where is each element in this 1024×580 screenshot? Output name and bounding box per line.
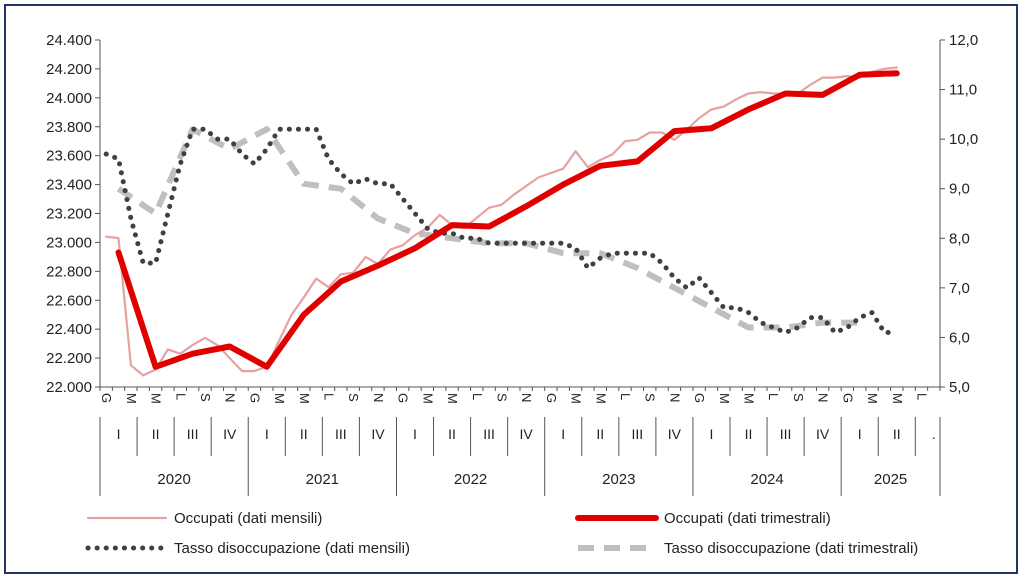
x-month-label: M bbox=[569, 393, 584, 404]
y-left-tick-label: 22.200 bbox=[46, 350, 92, 367]
x-quarter-label: III bbox=[483, 426, 495, 442]
x-month-label: G bbox=[544, 393, 559, 403]
x-quarter-label: IV bbox=[520, 426, 534, 442]
y-left-tick-label: 23.400 bbox=[46, 177, 92, 194]
legend-label-1: Occupati (dati trimestrali) bbox=[664, 510, 831, 527]
x-quarter-label: II bbox=[893, 426, 901, 442]
x-month-label: L bbox=[470, 393, 485, 400]
x-month-label: S bbox=[198, 393, 213, 402]
x-quarter-label: IV bbox=[371, 426, 385, 442]
x-month-label: S bbox=[346, 393, 361, 402]
axes-layer: 22.000 22.200 22.400 22.600 22.800 23.000 23.2… bbox=[46, 32, 978, 396]
x-quarter-label: IV bbox=[816, 426, 830, 442]
x-quarter-label: II bbox=[596, 426, 604, 442]
legend-label-2: Tasso disoccupazione (dati mensili) bbox=[174, 540, 410, 557]
y-left-tick-label: 23.000 bbox=[46, 234, 92, 251]
y-right-tick-label: 8,0 bbox=[949, 230, 970, 247]
x-quarter-label: I bbox=[710, 426, 714, 442]
x-quarter-label: III bbox=[632, 426, 644, 442]
x-month-label: M bbox=[297, 393, 312, 404]
x-month-label: S bbox=[643, 393, 658, 402]
x-month-label: G bbox=[840, 393, 855, 403]
y-left-tick-label: 22.400 bbox=[46, 321, 92, 338]
y-left-tick-label: 23.800 bbox=[46, 119, 92, 136]
x-quarter-label: I bbox=[117, 426, 121, 442]
legend-label-3: Tasso disoccupazione (dati trimestrali) bbox=[664, 540, 918, 557]
y-left-tick-label: 24.000 bbox=[46, 90, 92, 107]
x-month-label: M bbox=[445, 393, 460, 404]
x-month-label: M bbox=[593, 393, 608, 404]
x-month-label: L bbox=[766, 393, 781, 400]
series-line-0 bbox=[105, 66, 898, 377]
x-year-label: 2021 bbox=[306, 471, 339, 488]
x-month-label: M bbox=[272, 393, 287, 404]
x-quarter-label: III bbox=[187, 426, 199, 442]
x-quarter-label: IV bbox=[223, 426, 237, 442]
x-month-label: M bbox=[149, 393, 164, 404]
x-month-label: M bbox=[742, 393, 757, 404]
series-line-2 bbox=[103, 126, 900, 335]
x-month-label: G bbox=[396, 393, 411, 403]
series-layer bbox=[103, 66, 900, 377]
x-month-label: N bbox=[667, 393, 682, 402]
x-month-label: M bbox=[420, 393, 435, 404]
x-quarter-label: I bbox=[413, 426, 417, 442]
x-quarter-label: II bbox=[745, 426, 753, 442]
y-right-tick-label: 12,0 bbox=[949, 32, 978, 49]
x-month-label: L bbox=[914, 393, 929, 400]
y-right-tick-label: 6,0 bbox=[949, 329, 970, 346]
x-quarter-label: IV bbox=[668, 426, 682, 442]
x-month-label: L bbox=[322, 393, 337, 400]
y-left-tick-label: 23.600 bbox=[46, 148, 92, 165]
y-right-tick-label: 11,0 bbox=[949, 82, 977, 99]
series-line-3 bbox=[116, 126, 860, 331]
x-year-label: 2025 bbox=[874, 471, 907, 488]
x-month-label: N bbox=[223, 393, 238, 402]
x-month-label: N bbox=[371, 393, 386, 402]
x-quarter-label: I bbox=[265, 426, 269, 442]
y-left-tick-label: 24.400 bbox=[46, 32, 92, 49]
x-month-label: S bbox=[494, 393, 509, 402]
y-left-tick-label: 22.800 bbox=[46, 263, 92, 280]
x-year-label: 2020 bbox=[157, 471, 190, 488]
x-quarter-label: I bbox=[858, 426, 862, 442]
x-month-label: G bbox=[692, 393, 707, 403]
x-year-label: 2024 bbox=[750, 471, 783, 488]
y-right-tick-label: 7,0 bbox=[949, 280, 970, 297]
y-left-tick-label: 22.000 bbox=[46, 379, 92, 396]
x-month-label: N bbox=[816, 393, 831, 402]
y-left-tick-label: 24.200 bbox=[46, 61, 92, 78]
x-quarter-label: II bbox=[448, 426, 456, 442]
x-axis-layer: G M M L S N G M M L S N G M M L S N G M M L S N G M M L S N G M M LI II III… bbox=[99, 387, 941, 496]
x-month-label: M bbox=[865, 393, 880, 404]
x-quarter-label: III bbox=[335, 426, 347, 442]
x-year-label: 2023 bbox=[602, 471, 635, 488]
x-year-label: 2022 bbox=[454, 471, 487, 488]
legend: Occupati (dati mensili) Occupati (dati tr… bbox=[85, 510, 918, 557]
x-quarter-label: II bbox=[300, 426, 308, 442]
x-month-label: M bbox=[890, 393, 905, 404]
x-quarter-label: . bbox=[932, 426, 936, 442]
y-right-tick-label: 10,0 bbox=[949, 131, 978, 148]
y-left-tick-label: 22.600 bbox=[46, 292, 92, 309]
x-quarter-label: II bbox=[152, 426, 160, 442]
x-quarter-label: I bbox=[561, 426, 565, 442]
legend-label-0: Occupati (dati mensili) bbox=[174, 510, 322, 527]
x-month-label: L bbox=[173, 393, 188, 400]
x-month-label: N bbox=[519, 393, 534, 402]
x-month-label: L bbox=[618, 393, 633, 400]
x-month-label: S bbox=[791, 393, 806, 402]
x-quarter-label: III bbox=[780, 426, 792, 442]
x-month-label: G bbox=[99, 393, 114, 403]
x-month-label: M bbox=[717, 393, 732, 404]
x-month-label: G bbox=[247, 393, 262, 403]
y-right-tick-label: 5,0 bbox=[949, 379, 970, 396]
series-line-1 bbox=[115, 70, 900, 370]
chart-canvas: 22.000 22.200 22.400 22.600 22.800 23.000 23.2… bbox=[46, 32, 978, 557]
chart-frame: 22.000 22.200 22.400 22.600 22.800 23.000 23.2… bbox=[4, 4, 1018, 574]
y-right-tick-label: 9,0 bbox=[949, 181, 970, 198]
y-left-tick-label: 23.200 bbox=[46, 206, 92, 223]
x-month-label: M bbox=[124, 393, 139, 404]
